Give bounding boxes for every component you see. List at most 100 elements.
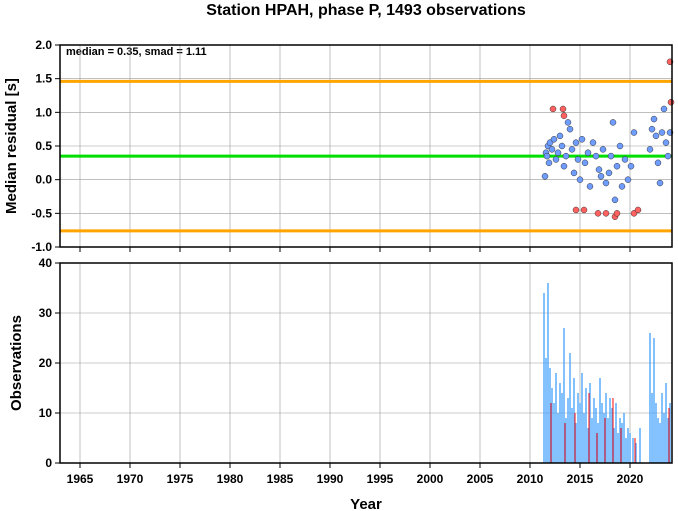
point [589, 139, 597, 146]
bar [569, 353, 571, 463]
y-tick-label: 20 [39, 356, 53, 370]
point [656, 179, 664, 187]
bar [623, 413, 625, 463]
point [662, 139, 670, 146]
point [559, 105, 567, 113]
point [576, 176, 584, 183]
bar [550, 403, 552, 463]
y-tick-label: 10 [39, 406, 53, 420]
point [543, 152, 551, 160]
y-tick-label: 40 [39, 256, 53, 270]
point [652, 132, 660, 140]
bar [599, 378, 601, 463]
point [613, 162, 621, 170]
x-tick-label: 2010 [517, 472, 544, 486]
point [558, 142, 566, 150]
point [592, 152, 600, 160]
point [578, 136, 586, 143]
point [548, 146, 556, 153]
point [664, 152, 672, 160]
bar [555, 373, 557, 463]
bar [565, 418, 567, 463]
x-tick-label: 2020 [617, 472, 644, 486]
bar [593, 398, 595, 463]
bar [564, 423, 566, 463]
y-axis-label: Median residual [s] [3, 78, 20, 214]
point [574, 156, 582, 163]
bar [574, 413, 576, 463]
point [581, 159, 589, 167]
point [595, 166, 603, 173]
bar [653, 338, 655, 463]
bar [549, 368, 551, 463]
bar [603, 413, 605, 463]
point [554, 149, 562, 156]
bar [553, 403, 555, 463]
point [621, 156, 629, 163]
y-tick-label: -1.0 [31, 240, 52, 254]
x-tick-label: 1980 [217, 472, 244, 486]
bar [591, 418, 593, 463]
point [572, 139, 580, 146]
bar [663, 413, 665, 463]
bar [551, 388, 553, 463]
point [597, 173, 605, 180]
bar [657, 418, 659, 463]
bar [668, 408, 670, 463]
bar [585, 388, 587, 463]
bar [619, 418, 621, 463]
bar [639, 428, 641, 463]
point [586, 183, 594, 190]
point [566, 125, 574, 133]
point [584, 149, 592, 156]
x-tick-label: 1985 [267, 472, 294, 486]
x-axis-label: Year [350, 496, 382, 511]
point [609, 119, 617, 126]
bar [625, 438, 627, 463]
point [616, 142, 624, 150]
plot-frame [59, 44, 673, 248]
bar [632, 438, 634, 463]
bar [581, 373, 583, 463]
plot-frame [59, 262, 673, 464]
bar [583, 413, 585, 463]
bar [563, 328, 565, 463]
point [624, 176, 632, 183]
bar [601, 403, 603, 463]
y-tick-label: 0.0 [35, 173, 52, 187]
y-tick-label: -0.5 [31, 206, 52, 220]
bar [571, 408, 573, 463]
bar [589, 383, 591, 463]
y-tick-label: 0.5 [35, 139, 52, 153]
point [560, 162, 568, 170]
point [660, 105, 668, 113]
bar [659, 423, 661, 463]
bar [635, 443, 637, 463]
bar [655, 403, 657, 463]
point [572, 206, 580, 214]
point [550, 136, 558, 143]
point [580, 206, 588, 214]
bar [559, 383, 561, 463]
y-tick-label: 1.5 [35, 72, 52, 86]
bar [545, 358, 547, 463]
bar [577, 393, 579, 463]
bar [611, 408, 613, 463]
bar [669, 403, 671, 463]
bar [621, 423, 623, 463]
point [646, 146, 654, 153]
bar [567, 398, 569, 463]
point [602, 179, 610, 187]
chart-title: Station HPAH, phase P, 1493 observations [206, 2, 526, 19]
bar [557, 413, 559, 463]
point [552, 156, 560, 163]
bar [604, 418, 606, 463]
point [594, 210, 602, 217]
point [562, 152, 570, 160]
point [650, 115, 658, 123]
point [560, 112, 568, 119]
bar [579, 403, 581, 463]
y-tick-label: 2.0 [35, 38, 52, 52]
point [630, 129, 638, 136]
bar [615, 403, 617, 463]
